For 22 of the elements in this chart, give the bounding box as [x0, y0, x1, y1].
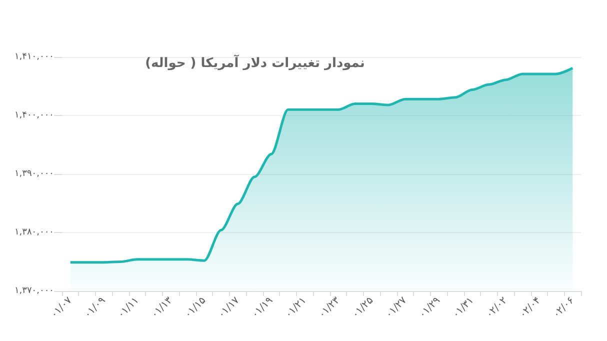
x-tick-label: ۰۲/۰۲ — [484, 295, 510, 320]
x-tick-label: ۰۱/۳۱ — [450, 295, 476, 320]
x-tick-label: ۰۱/۱۵ — [182, 295, 208, 320]
y-tick-label: ۱,۴۱۰,۰۰۰ — [14, 52, 54, 62]
x-tick-label: ۰۱/۰۹ — [82, 295, 108, 320]
y-tick-label: ۱,۳۸۰,۰۰۰ — [14, 228, 54, 238]
chart-title: نمودار تغییرات دلار آمریکا ( حواله) — [145, 54, 365, 71]
y-tick-label: ۱,۴۰۰,۰۰۰ — [14, 110, 54, 120]
x-tick-label: ۰۱/۲۹ — [417, 295, 443, 320]
y-tick-label: ۱,۳۹۰,۰۰۰ — [14, 169, 54, 179]
x-tick-label: ۰۱/۱۷ — [216, 294, 242, 320]
x-tick-label: ۰۱/۲۱ — [283, 295, 309, 320]
x-tick-label: ۰۱/۱۳ — [149, 294, 176, 320]
x-tick-label: ۰۱/۱۱ — [116, 295, 142, 320]
x-tick-label: ۰۱/۲۳ — [316, 294, 343, 320]
x-tick-label: ۰۱/۱۹ — [250, 295, 276, 320]
x-tick-label: ۰۱/۲۵ — [350, 295, 376, 320]
x-tick-label: ۰۱/۲۷ — [384, 294, 410, 320]
y-tick-label: ۱,۳۷۰,۰۰۰ — [14, 286, 54, 296]
x-tick-label: ۰۱/۰۷ — [48, 294, 75, 320]
x-tick-label: ۰۲/۰۴ — [518, 295, 544, 320]
x-tick-label: ۰۲/۰۶ — [551, 295, 577, 320]
